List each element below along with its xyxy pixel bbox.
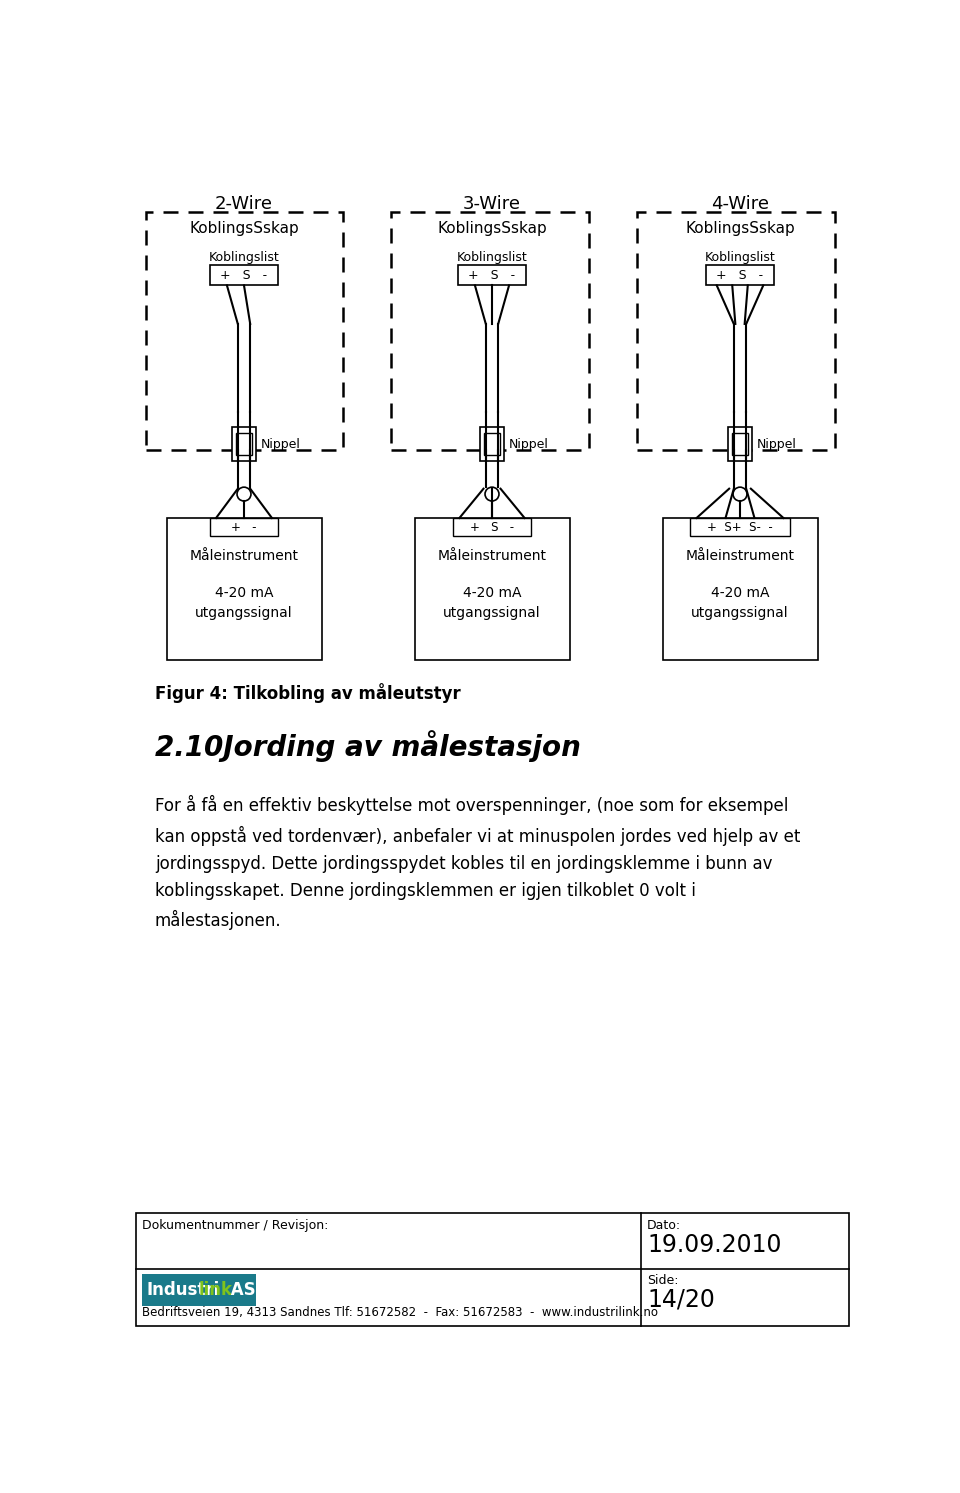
Text: 14/20: 14/20 — [647, 1288, 715, 1312]
Text: Måleinstrument: Måleinstrument — [685, 549, 795, 563]
Text: Side:: Side: — [647, 1274, 679, 1287]
Bar — [236, 433, 252, 455]
Text: +   -: + - — [231, 521, 256, 533]
Text: Koblingslist: Koblingslist — [208, 251, 279, 264]
Circle shape — [485, 487, 499, 502]
Text: Figur 4: Tilkobling av måleutstyr: Figur 4: Tilkobling av måleutstyr — [155, 684, 461, 703]
Bar — [210, 266, 278, 285]
Text: +   S   -: + S - — [221, 269, 268, 282]
Bar — [484, 433, 500, 455]
Text: For å få en effektiv beskyttelse mot overspenninger, (noe som for eksempel
kan o: For å få en effektiv beskyttelse mot ove… — [155, 796, 801, 930]
Text: Dato:: Dato: — [647, 1218, 682, 1232]
Text: 4-Wire: 4-Wire — [711, 194, 769, 212]
Bar — [392, 212, 588, 451]
Text: 2-Wire: 2-Wire — [215, 194, 273, 212]
Text: Dokumentnummer / Revisjon:: Dokumentnummer / Revisjon: — [142, 1218, 328, 1232]
Text: Koblingslist: Koblingslist — [705, 251, 776, 264]
Text: Nippel: Nippel — [261, 437, 300, 451]
Text: +  S+  S-  -: + S+ S- - — [708, 521, 773, 533]
Text: +   S   -: + S - — [468, 269, 516, 282]
Text: 4-20 mA
utgangssignal: 4-20 mA utgangssignal — [691, 587, 789, 620]
Text: KoblingsSskap: KoblingsSskap — [437, 221, 547, 236]
Bar — [415, 518, 569, 660]
Bar — [231, 427, 256, 461]
Bar — [732, 433, 748, 455]
Text: +   S   -: + S - — [470, 521, 514, 533]
Bar — [142, 1274, 256, 1306]
Text: Måleinstrument: Måleinstrument — [438, 549, 546, 563]
Text: Industri: Industri — [146, 1281, 220, 1299]
Circle shape — [733, 487, 747, 502]
Text: Nippel: Nippel — [757, 437, 797, 451]
Bar — [728, 427, 753, 461]
Text: KoblingsSskap: KoblingsSskap — [685, 221, 795, 236]
Text: 3-Wire: 3-Wire — [463, 194, 521, 212]
Bar — [453, 518, 531, 536]
Text: 19.09.2010: 19.09.2010 — [647, 1233, 781, 1257]
Bar — [662, 518, 818, 660]
Text: AS: AS — [225, 1281, 255, 1299]
Text: KoblingsSskap: KoblingsSskap — [189, 221, 299, 236]
Circle shape — [237, 487, 251, 502]
Bar — [210, 518, 278, 536]
Text: link: link — [199, 1281, 233, 1299]
Text: 4-20 mA
utgangssignal: 4-20 mA utgangssignal — [444, 587, 540, 620]
Bar — [480, 427, 504, 461]
Bar — [636, 212, 834, 451]
Bar — [135, 1212, 849, 1326]
Text: Bedriftsveien 19, 4313 Sandnes Tlf: 51672582  -  Fax: 51672583  -  www.industril: Bedriftsveien 19, 4313 Sandnes Tlf: 5167… — [142, 1306, 658, 1318]
Bar — [706, 266, 774, 285]
Text: Måleinstrument: Måleinstrument — [189, 549, 299, 563]
Bar — [166, 518, 322, 660]
Text: +   S   -: + S - — [716, 269, 763, 282]
Bar — [458, 266, 526, 285]
Text: Koblingslist: Koblingslist — [457, 251, 527, 264]
Text: 4-20 mA
utgangssignal: 4-20 mA utgangssignal — [195, 587, 293, 620]
Text: Nippel: Nippel — [509, 437, 549, 451]
Bar — [690, 518, 789, 536]
Bar — [146, 212, 344, 451]
Text: 2.10Jording av målestasjon: 2.10Jording av målestasjon — [155, 730, 581, 761]
